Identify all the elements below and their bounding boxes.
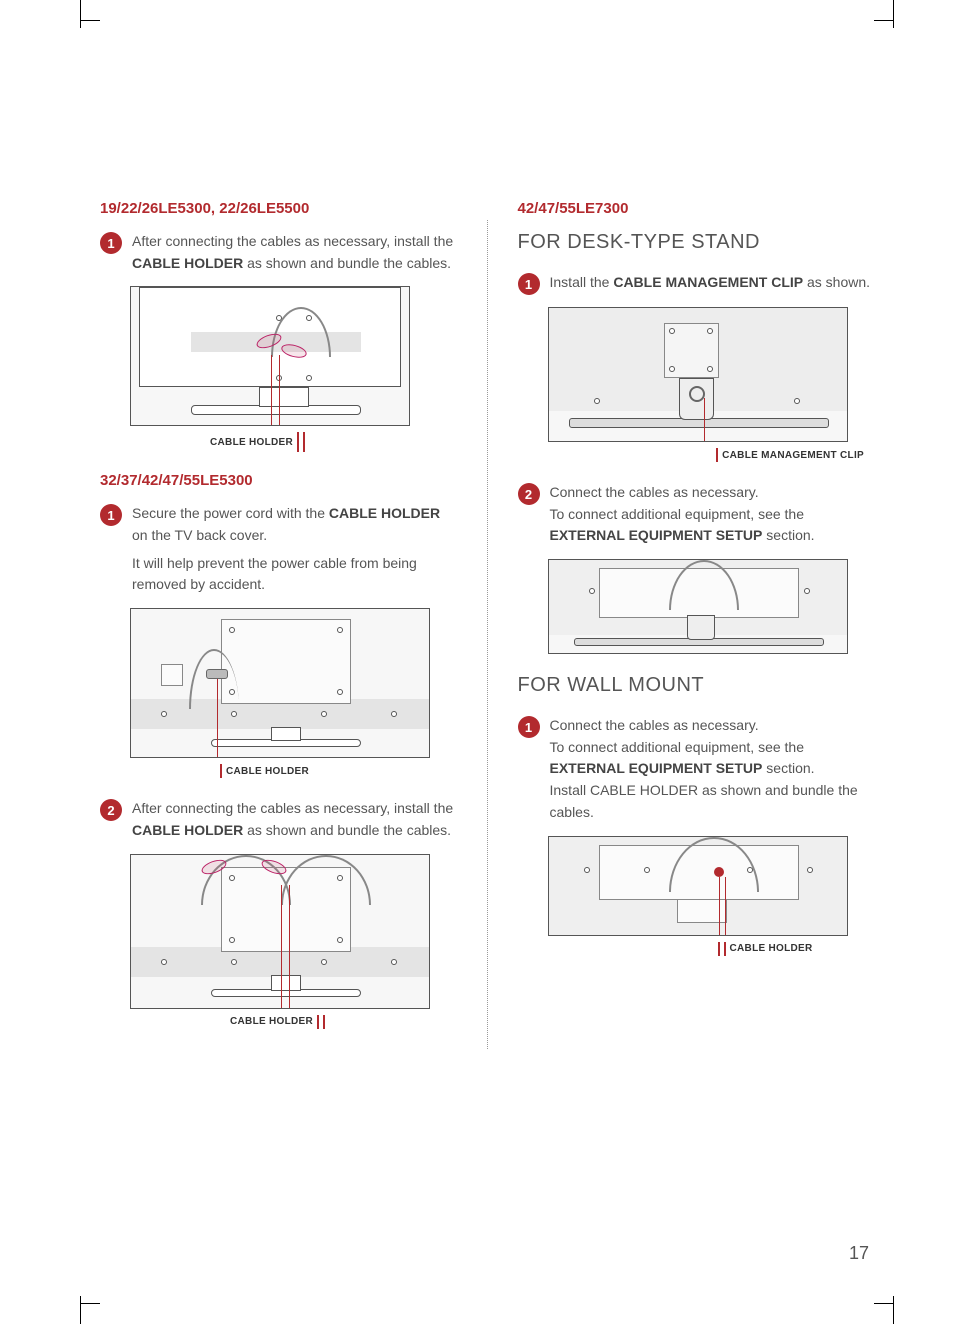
text: Install CABLE HOLDER as shown and bundle… [550,780,875,823]
crop-mark [80,1284,100,1304]
step: 1 Install the CABLE MANAGEMENT CLIP as s… [518,272,875,295]
page-number: 17 [849,1243,869,1264]
figure-caption: CABLE MANAGEMENT CLIP [548,448,865,462]
diagram-wall-mount [548,836,848,936]
text: Connect the cables as necessary. [550,482,875,504]
caption-text: CABLE HOLDER [210,437,293,448]
bold-text: CABLE HOLDER [329,505,440,521]
figure: CABLE HOLDER [130,286,457,452]
caption-text: CABLE HOLDER [230,1016,313,1027]
crop-mark [893,1296,894,1324]
step-text: After connecting the cables as necessary… [132,798,457,841]
diagram-tv-small [130,286,410,426]
text: section. [762,527,814,543]
diagram-tv-back-bundled [130,854,430,1009]
text: as shown and bundle the cables. [243,255,451,271]
section-heading: FOR DESK-TYPE STAND [518,231,875,254]
figure: CABLE HOLDER [548,836,875,956]
caption-text: CABLE HOLDER [730,943,813,954]
step-text: After connecting the cables as necessary… [132,231,457,274]
text: To connect additional equipment, see the [550,506,805,522]
leader-line-icon [317,1015,319,1029]
leader-line-icon [297,432,299,452]
crop-mark [874,20,894,40]
step-number-badge: 1 [100,232,122,254]
diagram-cables-connected [548,559,848,654]
text: To connect additional equipment, see the [550,739,805,755]
figure: CABLE MANAGEMENT CLIP [548,307,875,462]
leader-line-icon [303,432,305,452]
text: Connect the cables as necessary. [550,715,875,737]
caption-text: CABLE MANAGEMENT CLIP [722,450,864,461]
model-heading: 32/37/42/47/55LE5300 [100,472,457,489]
leader-line-icon [718,942,720,956]
step-text: Connect the cables as necessary. To conn… [550,482,875,547]
diagram-tv-back [130,608,430,758]
step: 2 Connect the cables as necessary. To co… [518,482,875,547]
step-number-badge: 2 [518,483,540,505]
crop-mark [80,1296,81,1324]
bold-text: CABLE MANAGEMENT CLIP [613,274,803,290]
figure: CABLE HOLDER [130,608,457,778]
crop-mark [80,0,81,28]
left-column: 19/22/26LE5300, 22/26LE5500 1 After conn… [100,200,457,1049]
figure-caption: CABLE HOLDER [230,1015,457,1029]
section-heading: FOR WALL MOUNT [518,674,875,697]
bold-text: CABLE HOLDER [132,255,243,271]
step-number-badge: 2 [100,799,122,821]
crop-mark [874,1284,894,1304]
text: as shown and bundle the cables. [243,822,451,838]
step-text: Install the CABLE MANAGEMENT CLIP as sho… [550,272,871,294]
column-divider [487,220,488,1049]
text: section. [762,760,814,776]
step-text: Secure the power cord with the CABLE HOL… [132,503,457,596]
step-number-badge: 1 [518,716,540,738]
bold-text: CABLE HOLDER [132,822,243,838]
crop-mark [80,20,100,40]
step: 1 Secure the power cord with the CABLE H… [100,503,457,596]
step-number-badge: 1 [100,504,122,526]
figure-caption: CABLE HOLDER [210,432,457,452]
step-text: Connect the cables as necessary. To conn… [550,715,875,823]
diagram-desk-stand [548,307,848,442]
step: 2 After connecting the cables as necessa… [100,798,457,841]
bold-text: EXTERNAL EQUIPMENT SETUP [550,527,763,543]
caption-text: CABLE HOLDER [226,766,309,777]
figure-caption: CABLE HOLDER [220,764,457,778]
page-content: 19/22/26LE5300, 22/26LE5500 1 After conn… [100,200,874,1049]
text: It will help prevent the power cable fro… [132,555,417,593]
text: After connecting the cables as necessary… [132,800,453,816]
leader-line-icon [716,448,718,462]
bold-text: EXTERNAL EQUIPMENT SETUP [550,760,763,776]
step: 1 After connecting the cables as necessa… [100,231,457,274]
text: Install the [550,274,614,290]
leader-line-icon [220,764,222,778]
figure-caption: CABLE HOLDER [718,942,875,956]
text: Secure the power cord with the [132,505,329,521]
text: After connecting the cables as necessary… [132,233,453,249]
step-number-badge: 1 [518,273,540,295]
figure: CABLE HOLDER [130,854,457,1029]
right-column: 42/47/55LE7300 FOR DESK-TYPE STAND 1 Ins… [518,200,875,1049]
model-heading: 42/47/55LE7300 [518,200,875,217]
crop-mark [893,0,894,28]
model-heading: 19/22/26LE5300, 22/26LE5500 [100,200,457,217]
step: 1 Connect the cables as necessary. To co… [518,715,875,823]
figure [548,559,875,654]
leader-line-icon [724,942,726,956]
leader-line-icon [323,1015,325,1029]
text: on the TV back cover. [132,527,267,543]
text: as shown. [803,274,870,290]
